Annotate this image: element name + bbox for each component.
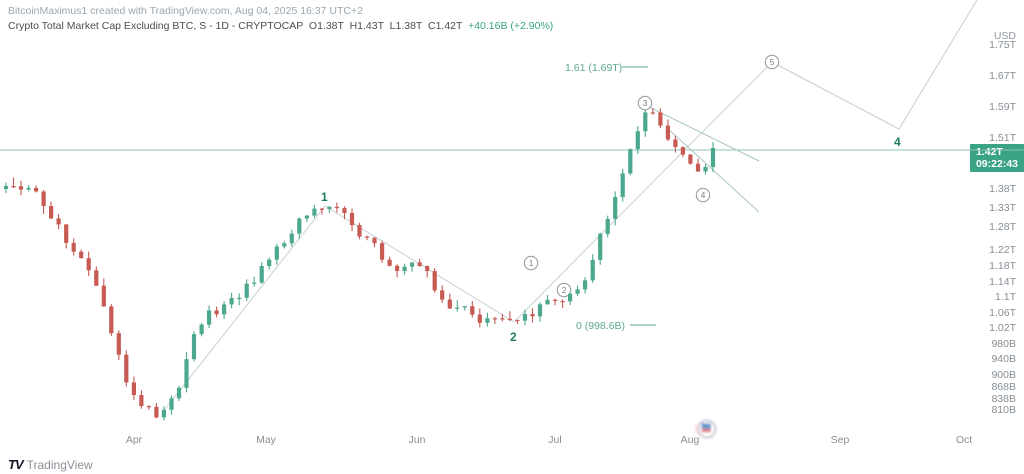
svg-text:4: 4: [701, 190, 706, 200]
svg-text:1.61 (1.69T): 1.61 (1.69T): [565, 62, 622, 74]
svg-text:0 (998.6B): 0 (998.6B): [576, 320, 625, 332]
svg-text:1: 1: [529, 258, 534, 268]
svg-text:2: 2: [562, 285, 567, 295]
svg-text:3: 3: [643, 98, 648, 108]
svg-text:1: 1: [321, 190, 328, 204]
svg-text:4: 4: [894, 135, 901, 149]
svg-text:5: 5: [770, 57, 775, 67]
svg-text:2: 2: [510, 330, 517, 344]
